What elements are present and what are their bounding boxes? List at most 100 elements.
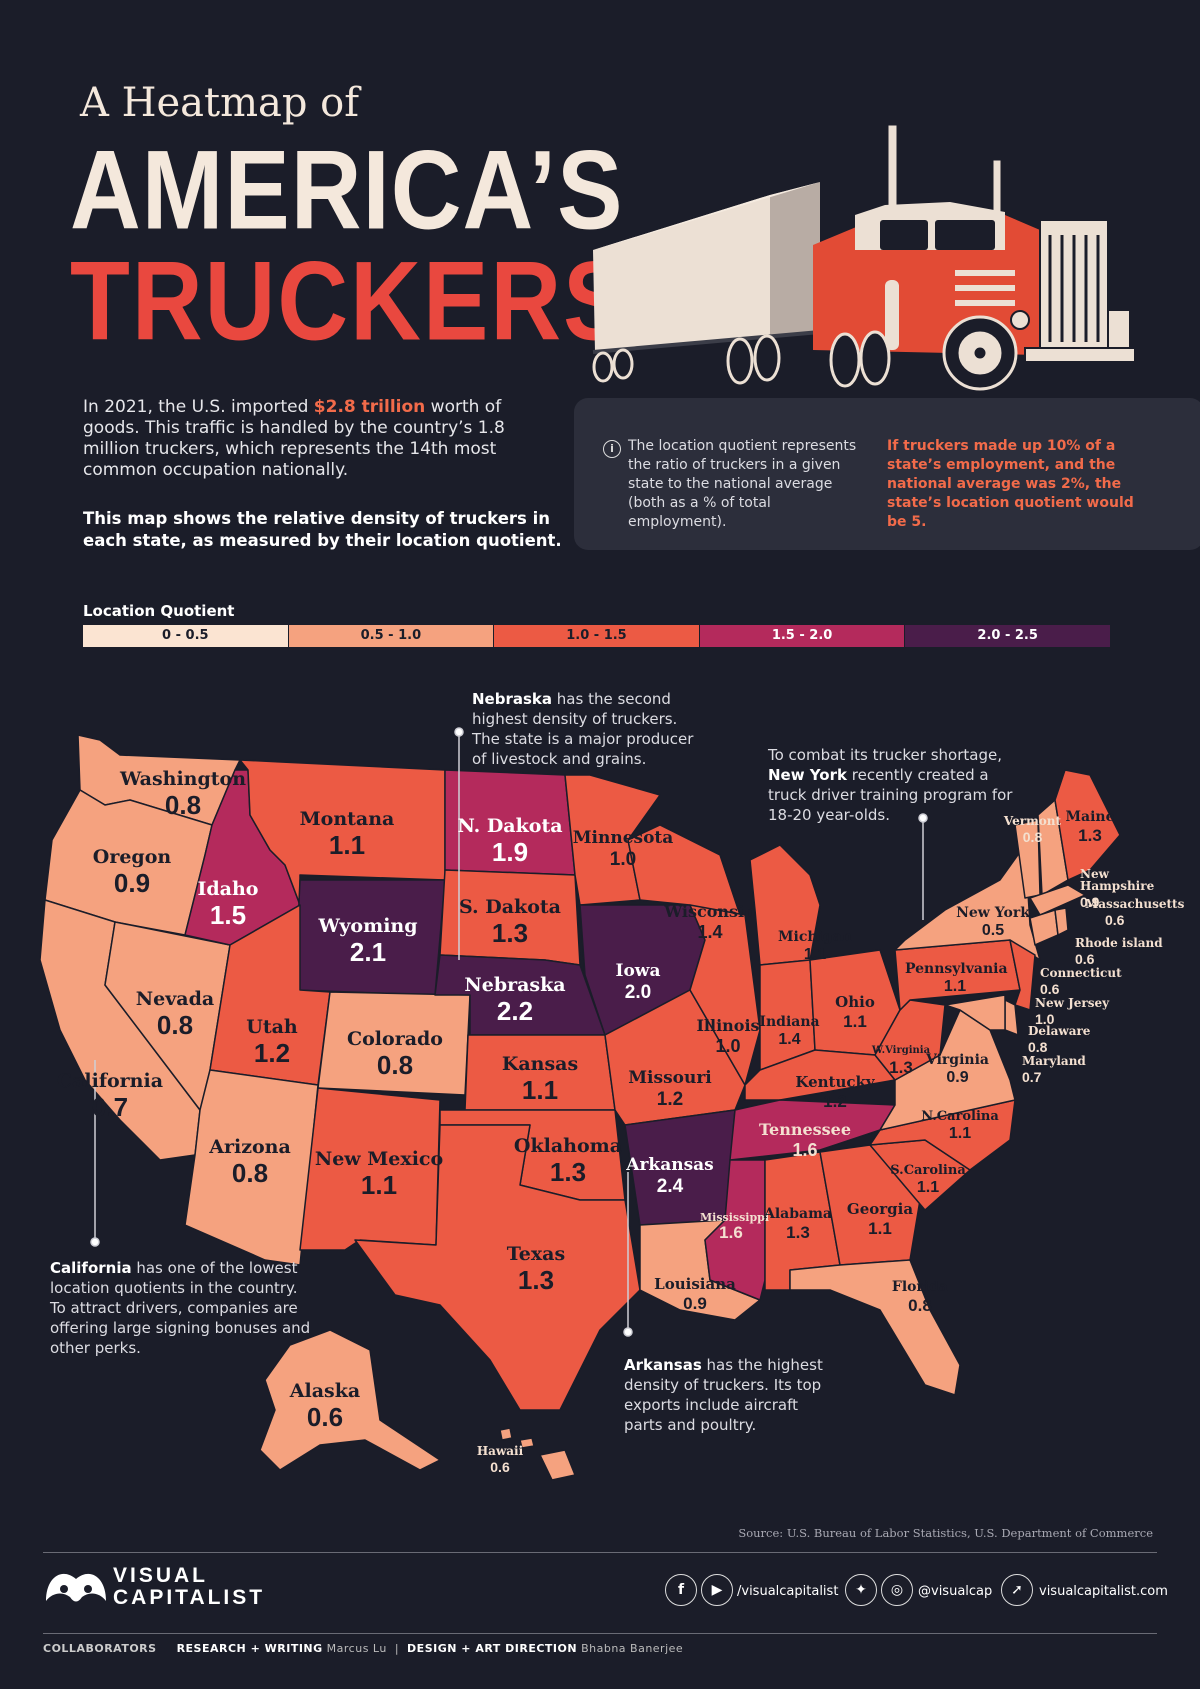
label-hawaii: Hawaii 0.6 [476,1444,524,1475]
label-indiana: Indiana 1.4 [759,1014,820,1048]
state-hawaii [499,1427,576,1481]
label-georgia: Georgia 1.1 [846,1200,914,1238]
label-wisconsin: Wisconsin 1.4 [664,902,756,942]
label-maine: Maine 1.3 [1065,809,1115,845]
legend-bin-2: 1.0 - 1.5 [494,625,700,647]
state-maryland [944,994,1006,1031]
label-new-jersey: New Jersey 1.0 [1035,996,1110,1027]
map-description: This map shows the relative density of t… [83,509,562,550]
social-handle-visualcap[interactable]: @visualcap [918,1584,993,1599]
label-oregon: Oregon 0.9 [92,846,172,898]
trailer-side [593,195,770,352]
brand-wordmark[interactable]: VISUAL CAPITALIST [113,1564,266,1609]
label-illinois: Illinois 1.0 [696,1016,760,1056]
label-mississippi: Mississippi 1.6 [700,1211,770,1242]
label-florida: Florida 0.8 [891,1279,949,1315]
label-kansas: Kansas 1.1 [501,1053,579,1105]
annotation-arkansas: Arkansas has the highest density of truc… [624,1356,823,1434]
cursor-icon[interactable]: ➚ [1001,1574,1033,1606]
label-louisiana: Louisiana 0.9 [654,1275,736,1313]
youtube-icon[interactable]: ▶ [701,1574,733,1606]
state-michigan [749,844,821,966]
label-new-hampshire: New Hampshire 0.9 [1080,867,1155,910]
label-north-dakota: N. Dakota 1.9 [457,815,563,867]
label-montana: Montana 1.1 [299,808,395,860]
label-michigan: Michigan 1.1 [778,929,852,963]
label-minnesota: Minnesota 1.0 [572,828,674,870]
label-arkansas: Arkansas 2.4 [626,1155,714,1197]
legend-bar: 0 - 0.5 0.5 - 1.0 1.0 - 1.5 1.5 - 2.0 2.… [83,625,1111,647]
label-connecticut: Connecticut 0.6 [1040,966,1122,997]
annotation-leaders [90,727,928,1337]
social-handle-visualcapitalist[interactable]: /visualcapitalist [737,1584,839,1599]
instagram-icon[interactable]: ◎ [881,1574,913,1606]
legend-bin-4: 2.0 - 2.5 [905,625,1111,647]
credits: COLLABORATORS RESEARCH + WRITING Marcus … [43,1642,684,1655]
lq-example: If truckers made up 10% of a state’s emp… [887,438,1134,530]
label-massachusetts: Massachusetts 0.6 [1085,897,1185,928]
label-washington: Washington 0.8 [119,768,247,820]
twitter-icon[interactable]: ✦ [845,1574,877,1606]
annotation-california: California has one of the lowest locatio… [50,1259,311,1357]
state-virginia [879,1009,1016,1131]
label-kentucky: Kentucky 1.2 [795,1073,875,1111]
info-icon: i [603,440,621,458]
label-rhode-island: Rhode island 0.6 [1075,936,1163,967]
state-connecticut [1029,909,1059,946]
label-virginia: Virginia 0.9 [926,1052,989,1086]
annotation-nebraska: Nebraska has the second highest density … [472,690,694,768]
state-rhode-island [1054,907,1069,936]
state-florida [789,1259,961,1396]
label-idaho: Idaho 1.5 [197,878,259,930]
website-link[interactable]: visualcapitalist.com [1039,1584,1168,1599]
label-wyoming: Wyoming 2.1 [318,915,418,967]
state-new-jersey [1009,939,1036,1011]
title-line-1: A Heatmap of [80,80,360,126]
state-texas [354,1124,641,1411]
label-iowa: Iowa 2.0 [615,961,661,1003]
label-colorado: Colorado 0.8 [347,1028,443,1080]
label-missouri: Missouri 1.2 [628,1068,712,1110]
trailer-front [770,182,820,335]
visual-capitalist-logo-icon [46,1573,106,1602]
label-vermont: Vermont 0.8 [1003,814,1062,845]
label-south-carolina: S.Carolina 1.1 [890,1163,966,1196]
label-new-york: New York 0.5 [956,905,1030,939]
label-pennsylvania: Pennsylvania 1.1 [905,961,1008,995]
label-arizona: Arizona 0.8 [209,1136,291,1188]
label-ohio: Ohio 1.1 [835,993,875,1031]
truck-illustration [592,124,1136,391]
label-south-dakota: S. Dakota 1.3 [459,896,561,948]
legend-bin-1: 0.5 - 1.0 [288,625,495,647]
label-north-carolina: N.Carolina 1.1 [921,1109,999,1142]
label-nebraska: Nebraska 2.2 [464,974,566,1026]
label-utah: Utah 1.2 [246,1016,298,1068]
title-line-3: TRUCKERS [70,237,631,364]
source-note: Source: U.S. Bureau of Labor Statistics,… [738,1526,1153,1540]
annotation-new-york: To combat its trucker shortage, New York… [768,746,1013,824]
facebook-icon[interactable]: f [665,1574,697,1606]
footer-divider-top [43,1552,1157,1553]
label-new-mexico: New Mexico 1.1 [314,1148,444,1200]
label-west-virginia: W.Virginia 1.3 [871,1045,931,1077]
state-massachusetts [1029,884,1086,916]
label-oklahoma: Oklahoma 1.3 [513,1135,623,1187]
state-alaska [259,1329,441,1471]
import-value-highlight: $2.8 trillion [313,397,426,417]
label-california: California 0.7 [56,1070,164,1122]
intro-paragraph: In 2021, the U.S. imported $2.8 trillion… [83,397,505,480]
legend-bin-0: 0 - 0.5 [83,625,289,647]
label-tennessee: Tennessee 1.6 [758,1120,852,1160]
label-delaware: Delaware 0.8 [1028,1024,1091,1055]
title-line-2: AMERICA’S [70,126,624,253]
state-new-york [894,844,1041,961]
label-alabama: Alabama 1.3 [764,1206,832,1242]
label-maryland: Maryland 0.7 [1022,1054,1086,1085]
label-alaska: Alaska 0.6 [289,1380,361,1432]
info-box [574,398,1200,550]
lq-definition: The location quotient represents the rat… [628,438,857,530]
label-texas: Texas 1.3 [506,1243,566,1295]
legend-bin-3: 1.5 - 2.0 [699,625,906,647]
label-nevada: Nevada 0.8 [135,988,215,1040]
